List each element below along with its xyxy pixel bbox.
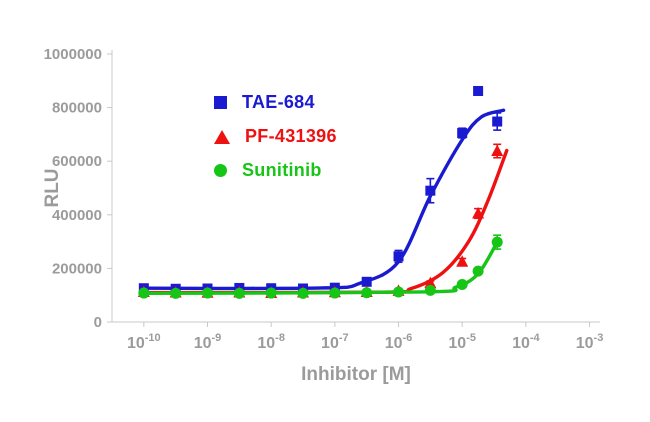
legend-item: PF-431396 <box>214 126 337 147</box>
x-tick-label: 10-8 <box>257 332 285 352</box>
y-tick-label: 600000 <box>52 153 102 170</box>
data-point-circle <box>472 265 484 277</box>
data-point-square <box>425 185 436 196</box>
data-point-square <box>492 116 503 127</box>
y-tick-label: 400000 <box>52 207 102 224</box>
x-tick-label: 10-5 <box>448 332 476 352</box>
data-point-triangle <box>491 144 504 157</box>
data-point-triangle <box>424 276 437 289</box>
x-tick-label: 10-4 <box>512 332 540 352</box>
legend-marker-circle <box>214 164 227 177</box>
data-point-circle <box>491 236 503 248</box>
x-tick-label: 10-10 <box>127 332 161 352</box>
data-point-circle <box>233 287 245 299</box>
legend-item: TAE-684 <box>214 92 337 113</box>
data-point-square <box>393 251 404 262</box>
data-point-triangle <box>456 255 469 267</box>
data-point-circle <box>297 287 309 299</box>
legend-marker-triangle <box>214 129 230 144</box>
x-tick-label: 10-6 <box>385 332 413 352</box>
x-axis-title: Inhibitor [M] <box>301 364 411 385</box>
y-tick-label: 1000000 <box>44 46 102 63</box>
data-point-square <box>457 128 468 139</box>
data-point-circle <box>202 287 214 299</box>
y-tick-label: 800000 <box>52 100 102 117</box>
y-tick-label: 200000 <box>52 260 102 277</box>
data-point-circle <box>393 286 405 298</box>
data-point-circle <box>170 287 182 299</box>
data-point-circle <box>361 287 373 299</box>
data-point-square <box>361 276 372 287</box>
legend-item: Sunitinib <box>214 160 337 181</box>
data-point-square <box>473 85 484 96</box>
y-tick-label: 0 <box>94 314 102 331</box>
legend-label: TAE-684 <box>242 92 315 112</box>
legend-label: PF-431396 <box>245 126 337 146</box>
chart-legend: TAE-684 PF-431396 Sunitinib <box>214 92 337 181</box>
x-tick-label: 10-9 <box>194 332 222 352</box>
data-point-circle <box>265 287 277 299</box>
fit-curve-Sunitinib <box>142 240 499 296</box>
data-point-circle <box>138 287 150 299</box>
x-tick-label: 10-7 <box>321 332 349 352</box>
legend-label: Sunitinib <box>242 160 322 180</box>
x-tick-label: 10-3 <box>576 332 604 352</box>
data-point-circle <box>424 284 436 296</box>
data-point-circle <box>456 278 468 290</box>
data-point-circle <box>329 287 341 299</box>
legend-marker-square <box>214 96 227 109</box>
y-axis-title: RLU <box>42 168 63 207</box>
data-point-triangle <box>472 206 485 219</box>
